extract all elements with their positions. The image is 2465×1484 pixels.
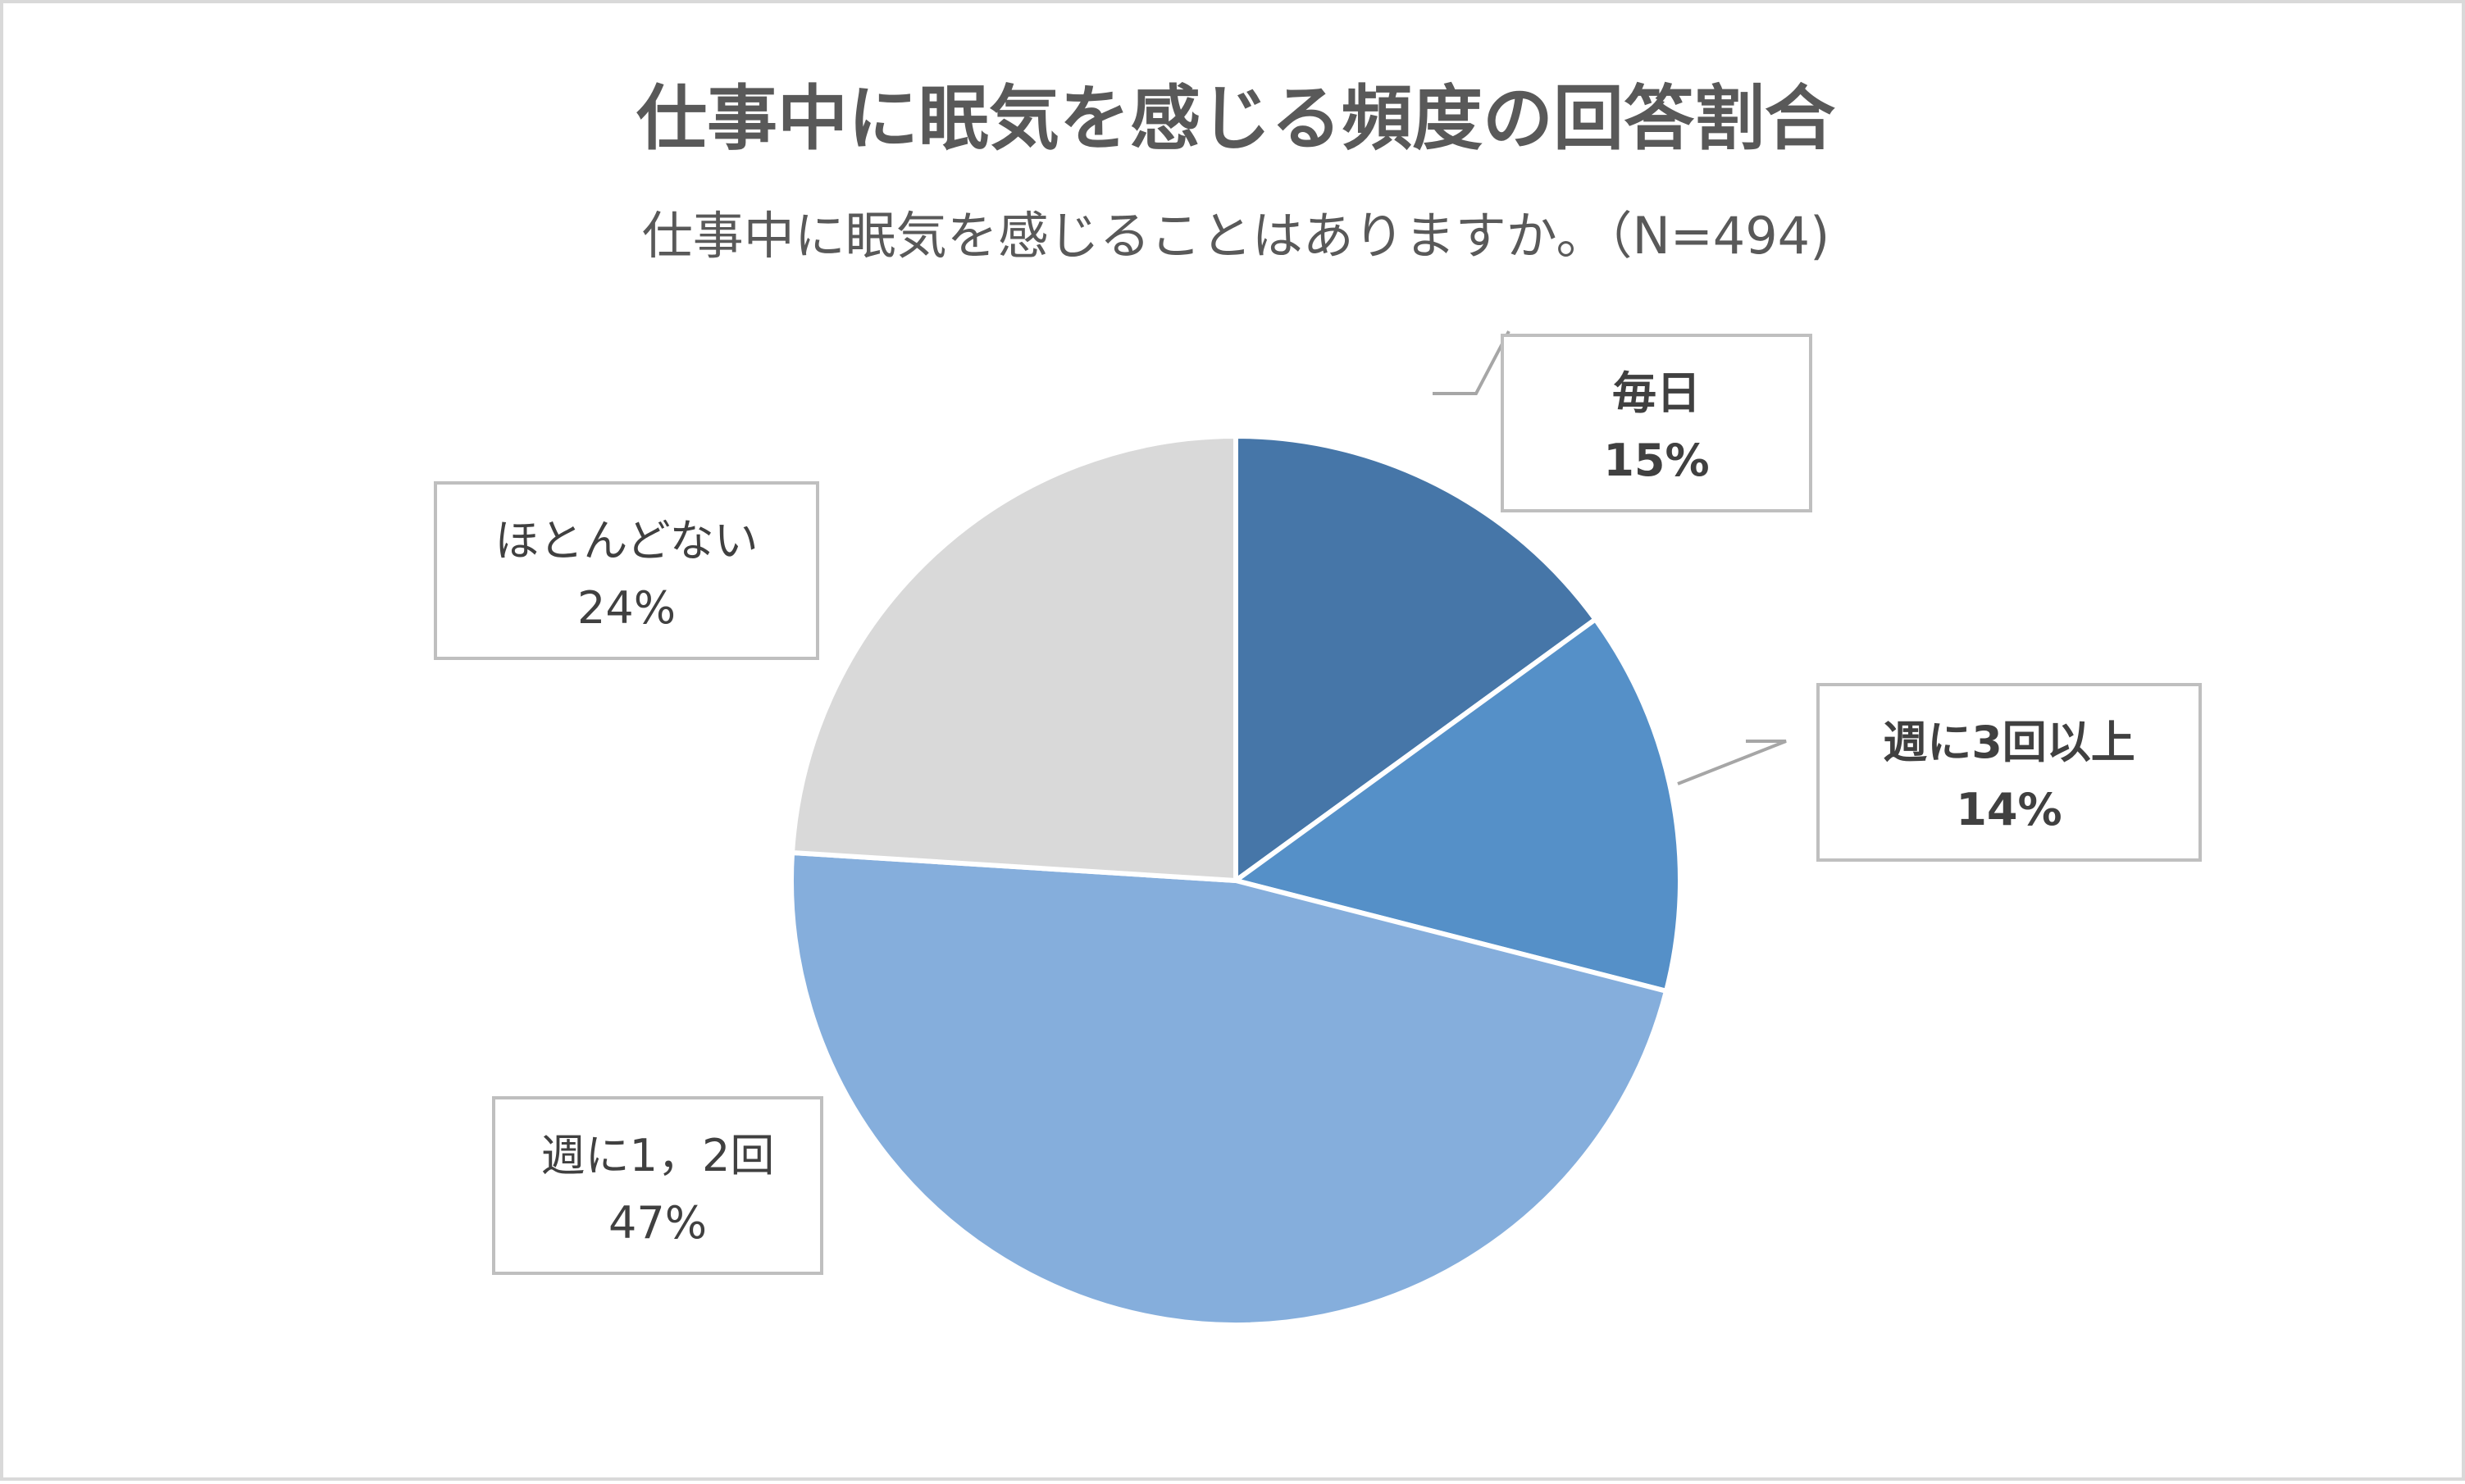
data-label-category: 毎日 bbox=[1612, 367, 1701, 419]
data-labels: 毎日 15% 週に3回以上 14% 週に1，2回 47% ほとんどない 24% bbox=[434, 334, 2202, 1275]
pie-slice-2 bbox=[1233, 617, 1683, 994]
data-label-value: 15% bbox=[1603, 435, 1709, 486]
data-label-value: 24% bbox=[577, 582, 676, 634]
pie-slice-4 bbox=[790, 434, 1238, 883]
data-label-box bbox=[434, 481, 819, 660]
pie-slice-1 bbox=[1233, 434, 1598, 883]
leader-lines bbox=[1433, 330, 1787, 785]
data-label-3: 週に1，2回 47% bbox=[492, 1096, 823, 1275]
data-label-1: 毎日 15% bbox=[1501, 334, 1812, 512]
data-label-4: ほとんどない 24% bbox=[434, 481, 819, 660]
pie-chart: 仕事中に眠気を感じる頻度の回答割合 仕事中に眠気を感じることはありますか。（N=… bbox=[434, 78, 2202, 1327]
data-label-category: 週に1，2回 bbox=[541, 1130, 775, 1181]
leader-line-1 bbox=[1433, 330, 1510, 395]
data-label-category: 週に3回以上 bbox=[1883, 717, 2135, 768]
data-label-value: 47% bbox=[608, 1197, 707, 1249]
data-label-category: ほとんどない bbox=[494, 515, 758, 567]
data-label-box bbox=[1816, 683, 2202, 862]
data-label-box bbox=[1501, 334, 1812, 512]
leader-line-2 bbox=[1677, 740, 1787, 785]
chart-title: 仕事中に眠気を感じる頻度の回答割合 bbox=[636, 78, 1835, 160]
data-label-value: 14% bbox=[1956, 784, 2062, 835]
data-label-2: 週に3回以上 14% bbox=[1816, 683, 2202, 862]
pie-slice-3 bbox=[789, 849, 1669, 1327]
data-label-box bbox=[492, 1096, 823, 1275]
pie-slices bbox=[789, 434, 1683, 1327]
chart-subtitle: 仕事中に眠気を感じることはありますか。（N=494) bbox=[642, 206, 1830, 266]
